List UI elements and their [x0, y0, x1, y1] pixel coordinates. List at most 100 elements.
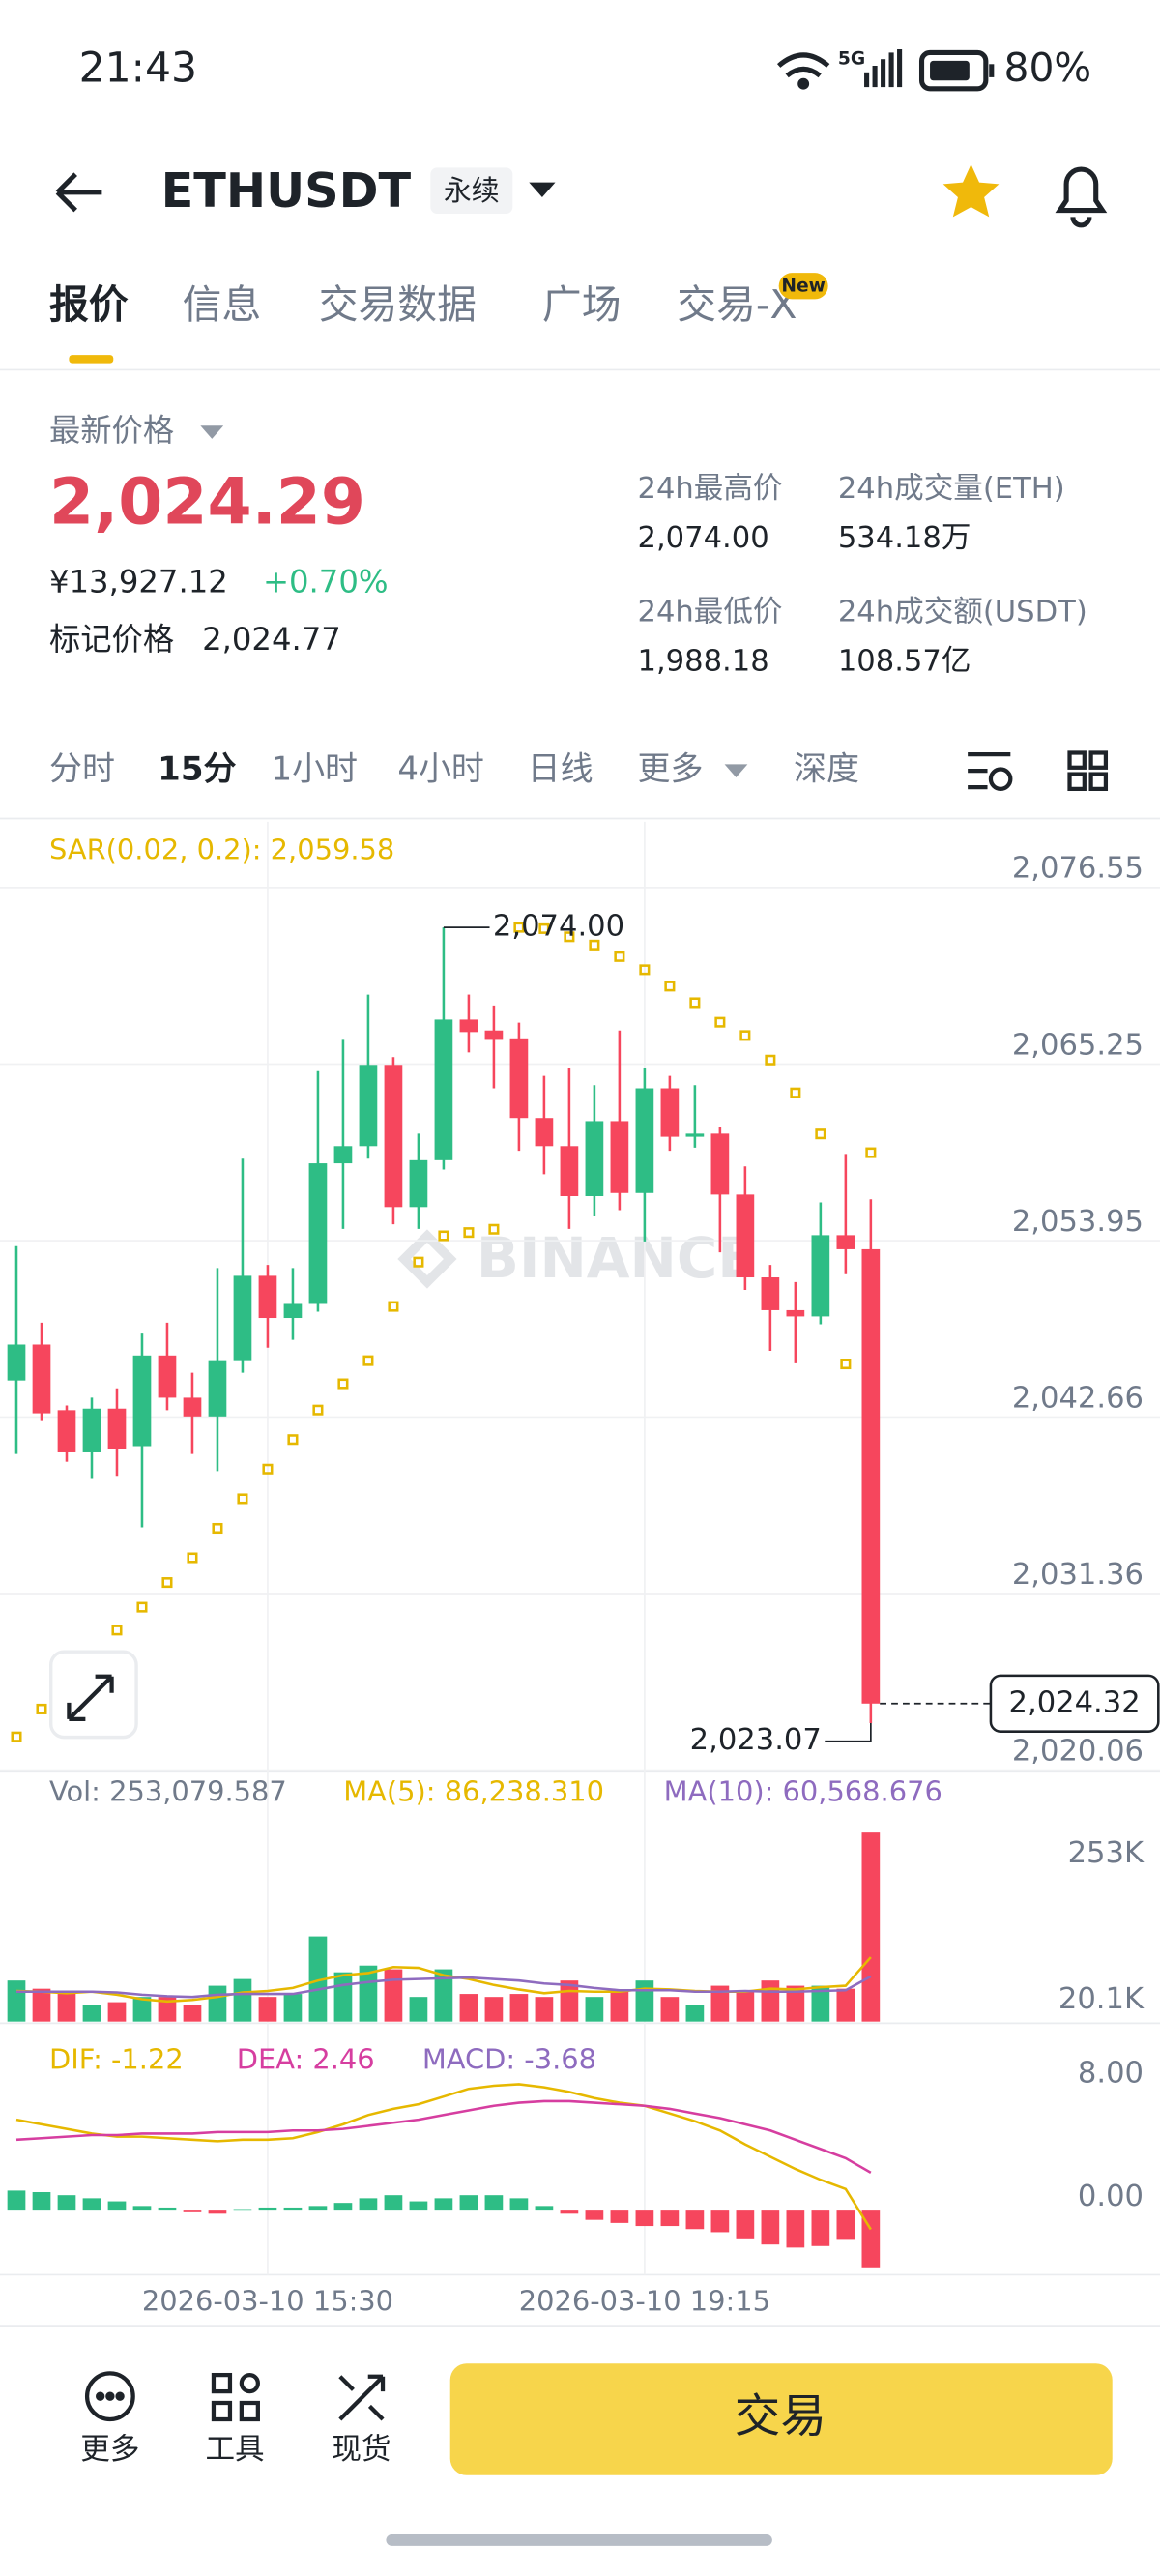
y-tick-label: 253K	[1068, 1836, 1145, 1870]
macd-bar	[736, 2210, 755, 2239]
action-label[interactable]: 更多	[80, 2433, 139, 2467]
interval-option[interactable]: 1小时	[271, 750, 358, 789]
wifi-icon	[776, 52, 830, 90]
stat-value: 2,074.00	[637, 521, 768, 555]
spot-icon[interactable]	[338, 2374, 386, 2421]
current-price-label: 2,024.32	[1009, 1685, 1141, 1719]
candle-body	[660, 1088, 680, 1137]
y-tick-label: 2,042.66	[1012, 1381, 1144, 1415]
macd-bar	[308, 2206, 328, 2211]
dea-line	[15, 2099, 872, 2175]
y-tick-label: 20.1K	[1058, 1982, 1145, 2016]
mark-price-label: 标记价格	[49, 621, 174, 658]
trade-button[interactable]	[450, 2363, 1113, 2475]
sar-dot	[413, 1256, 424, 1268]
tab[interactable]: 交易-X	[677, 281, 797, 328]
macd-bar	[409, 2201, 428, 2211]
sar-dot	[614, 951, 625, 962]
y-tick-label: 8.00	[1078, 2057, 1144, 2091]
macd-bar	[660, 2210, 680, 2227]
stat-value: 1,988.18	[637, 645, 768, 679]
candle-body	[484, 1030, 504, 1040]
candle-body	[560, 1146, 579, 1196]
trade-button-label[interactable]: 交易	[735, 2390, 826, 2444]
candle-body	[811, 1235, 830, 1317]
interval-option[interactable]: 分时	[49, 750, 115, 789]
volume-bar	[811, 1985, 830, 2022]
interval-option[interactable]: 更多	[637, 750, 703, 789]
watermark-logo	[397, 1229, 457, 1289]
candle-body	[761, 1277, 780, 1310]
symbol-dropdown[interactable]	[529, 182, 556, 197]
macd-bar	[635, 2210, 654, 2227]
alert-bell[interactable]	[1055, 166, 1108, 228]
volume-bar	[334, 1972, 353, 2022]
y-tick-label: 0.00	[1078, 2180, 1144, 2213]
new-badge-text: New	[781, 276, 826, 296]
interval-option[interactable]: 15分	[158, 750, 236, 789]
macd-bar	[334, 2203, 353, 2211]
battery-icon	[918, 49, 995, 92]
volume-bar	[283, 1994, 303, 2022]
more-dropdown[interactable]	[724, 764, 748, 777]
macd-bar	[283, 2207, 303, 2211]
volume-bar	[132, 1997, 152, 2022]
action-label[interactable]: 现货	[332, 2433, 391, 2467]
tools-icon[interactable]	[211, 2372, 260, 2422]
interval-bar: 分时 15分 1小时 4小时 日线 更多 深度	[49, 750, 859, 789]
more-icon[interactable]	[84, 2371, 135, 2422]
tab[interactable]: 报价	[49, 281, 129, 328]
indicator-settings-icon[interactable]	[968, 752, 1013, 792]
sar-legend: SAR(0.02, 0.2): 2,059.58	[49, 833, 394, 865]
volume-bar	[660, 1997, 680, 2022]
favorite-star[interactable]	[942, 163, 1000, 218]
y-tick-label: 2,076.55	[1012, 852, 1144, 886]
symbol[interactable]: ETHUSDT	[161, 162, 412, 219]
volume-legend: Vol: 253,079.587	[49, 1774, 287, 1807]
mark-price: 2,024.77	[202, 621, 341, 658]
sar-dot	[237, 1493, 248, 1505]
tab[interactable]: 广场	[542, 281, 622, 328]
interval-option[interactable]: 深度	[794, 750, 859, 789]
volume-bar	[635, 1980, 654, 2022]
price-dropdown[interactable]	[200, 425, 224, 439]
sar-dot	[664, 981, 676, 992]
sar-dot	[362, 1355, 374, 1366]
back-button[interactable]	[55, 172, 102, 213]
volume-bar	[836, 1988, 856, 2022]
macd-bar	[459, 2195, 478, 2211]
macd-bar	[258, 2207, 277, 2211]
layout-icon[interactable]	[1067, 750, 1109, 792]
volume-bar	[384, 1969, 403, 2022]
action-label[interactable]: 工具	[205, 2433, 264, 2467]
sar-dot	[463, 1227, 475, 1239]
x-tick-label: 2026-03-10 19:15	[519, 2284, 770, 2317]
candle-body	[7, 1344, 26, 1381]
network-type: 5G	[838, 49, 865, 70]
stat-label: 24h成交量(ETH)	[838, 472, 1065, 506]
macd-bar	[610, 2210, 629, 2223]
new-badge	[778, 273, 828, 300]
macd-bar	[560, 2210, 579, 2214]
candle-body	[334, 1146, 353, 1164]
macd-bar	[434, 2198, 453, 2211]
fullscreen-button[interactable]	[48, 1650, 138, 1740]
tab[interactable]: 信息	[183, 281, 262, 328]
sar-dot	[312, 1404, 324, 1416]
tab[interactable]: 交易数据	[319, 281, 477, 328]
volume-legend: MA(5): 86,238.310	[343, 1774, 604, 1807]
volume-bar	[484, 1997, 504, 2022]
interval-option[interactable]: 日线	[528, 750, 594, 789]
sar-dot	[714, 1016, 726, 1028]
candle-body	[258, 1275, 277, 1319]
action-bar: 更多 工具 现货	[80, 2433, 391, 2467]
interval-option[interactable]: 4小时	[397, 750, 484, 789]
volume-bar	[82, 2005, 102, 2022]
volume-legend: MA(10): 60,568.676	[664, 1774, 942, 1807]
macd-bar	[359, 2198, 378, 2211]
last-price: 2,024.29	[49, 464, 365, 540]
low-marker	[825, 1722, 872, 1742]
candle-body	[283, 1303, 303, 1319]
candle-body	[82, 1408, 102, 1452]
